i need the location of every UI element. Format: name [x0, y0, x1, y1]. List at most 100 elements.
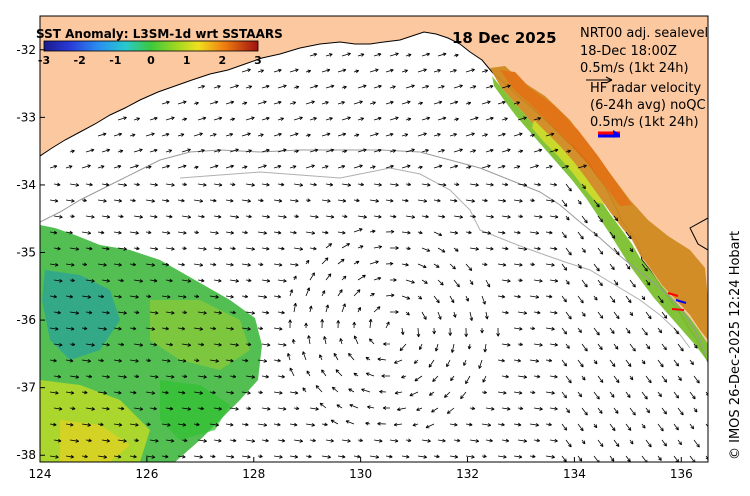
- velocity-arrow: [261, 374, 270, 379]
- velocity-arrow: [379, 389, 387, 394]
- velocity-arrow: [165, 310, 175, 315]
- velocity-arrow: [293, 406, 300, 411]
- velocity-arrow: [309, 246, 317, 251]
- velocity-arrow: [241, 68, 251, 73]
- velocity-arrow: [129, 390, 137, 395]
- velocity-arrow: [401, 454, 410, 459]
- velocity-arrow: [225, 230, 235, 235]
- velocity-arrow: [385, 321, 390, 329]
- x-tick-label: 124: [29, 467, 52, 481]
- velocity-arrow: [416, 327, 421, 338]
- velocity-arrow: [177, 326, 186, 331]
- velocity-arrow: [517, 214, 523, 219]
- velocity-arrow: [501, 182, 509, 187]
- velocity-arrow: [373, 245, 383, 249]
- velocity-arrow: [337, 230, 346, 235]
- velocity-arrow: [449, 69, 457, 73]
- velocity-arrow: [450, 375, 455, 382]
- velocity-arrow: [289, 390, 299, 395]
- velocity-arrow: [689, 359, 694, 366]
- velocity-arrow: [469, 311, 474, 321]
- velocity-arrow: [113, 390, 122, 395]
- velocity-arrow: [517, 149, 524, 154]
- velocity-arrow: [261, 278, 271, 283]
- velocity-arrow: [533, 310, 541, 315]
- velocity-arrow: [229, 310, 236, 315]
- velocity-arrow: [453, 182, 460, 187]
- velocity-arrow: [133, 374, 140, 379]
- velocity-arrow: [321, 230, 329, 235]
- velocity-arrow: [197, 406, 204, 411]
- velocity-arrow: [432, 327, 437, 335]
- velocity-arrow: [629, 343, 636, 352]
- velocity-arrow: [101, 406, 110, 411]
- velocity-arrow: [273, 294, 282, 299]
- velocity-arrow: [277, 279, 287, 283]
- velocity-arrow: [257, 262, 264, 267]
- velocity-arrow: [149, 182, 159, 187]
- velocity-arrow: [117, 116, 127, 121]
- velocity-arrow: [257, 359, 268, 363]
- velocity-arrow: [145, 230, 152, 235]
- velocity-arrow: [225, 100, 235, 105]
- velocity-arrow: [469, 247, 479, 251]
- velocity-arrow: [641, 327, 648, 336]
- velocity-arrow: [49, 230, 58, 235]
- velocity-arrow: [69, 183, 80, 187]
- velocity-arrow: [273, 100, 282, 105]
- velocity-arrow: [677, 375, 682, 381]
- velocity-arrow: [401, 262, 409, 267]
- velocity-arrow: [353, 69, 360, 74]
- velocity-arrow: [369, 199, 380, 203]
- velocity-arrow: [161, 390, 169, 395]
- velocity-arrow: [225, 198, 234, 203]
- velocity-arrow: [306, 370, 311, 377]
- velocity-arrow: [385, 68, 394, 73]
- velocity-arrow: [465, 230, 472, 235]
- velocity-arrow: [341, 116, 351, 121]
- velocity-arrow: [501, 374, 509, 379]
- velocity-arrow: [417, 263, 427, 269]
- velocity-arrow: [149, 310, 159, 315]
- velocity-arrow: [225, 164, 234, 169]
- velocity-arrow: [165, 278, 173, 283]
- velocity-arrow: [421, 311, 427, 320]
- velocity-arrow: [81, 390, 88, 395]
- velocity-arrow: [394, 390, 403, 395]
- velocity-arrow: [257, 133, 264, 137]
- velocity-arrow: [305, 198, 311, 203]
- velocity-arrow: [710, 280, 715, 286]
- velocity-arrow: [65, 230, 73, 235]
- velocity-arrow: [257, 295, 268, 299]
- velocity-arrow: [241, 165, 248, 170]
- velocity-arrow: [101, 182, 110, 187]
- velocity-arrow: [161, 164, 170, 169]
- velocity-arrow: [677, 439, 683, 446]
- velocity-arrow: [293, 116, 303, 121]
- velocity-arrow: [273, 455, 283, 459]
- velocity-arrow: [385, 100, 394, 105]
- velocity-arrow: [225, 422, 234, 427]
- velocity-arrow: [53, 342, 63, 347]
- velocity-arrow: [197, 182, 207, 187]
- velocity-arrow: [389, 214, 397, 219]
- velocity-arrow: [241, 230, 248, 235]
- velocity-arrow: [629, 375, 634, 381]
- velocity-arrow: [710, 149, 717, 152]
- velocity-arrow: [529, 133, 535, 138]
- velocity-arrow: [181, 279, 192, 283]
- velocity-arrow: [145, 165, 152, 170]
- velocity-arrow: [593, 263, 600, 272]
- velocity-arrow: [289, 230, 297, 235]
- velocity-arrow: [357, 148, 367, 153]
- x-tick-label: 136: [670, 467, 693, 481]
- velocity-arrow: [117, 149, 124, 154]
- velocity-arrow: [293, 183, 304, 187]
- velocity-arrow: [289, 262, 299, 267]
- velocity-arrow: [145, 263, 156, 267]
- velocity-arrow: [645, 439, 652, 448]
- velocity-arrow: [307, 335, 311, 345]
- velocity-arrow: [333, 352, 339, 361]
- velocity-arrow: [437, 182, 447, 187]
